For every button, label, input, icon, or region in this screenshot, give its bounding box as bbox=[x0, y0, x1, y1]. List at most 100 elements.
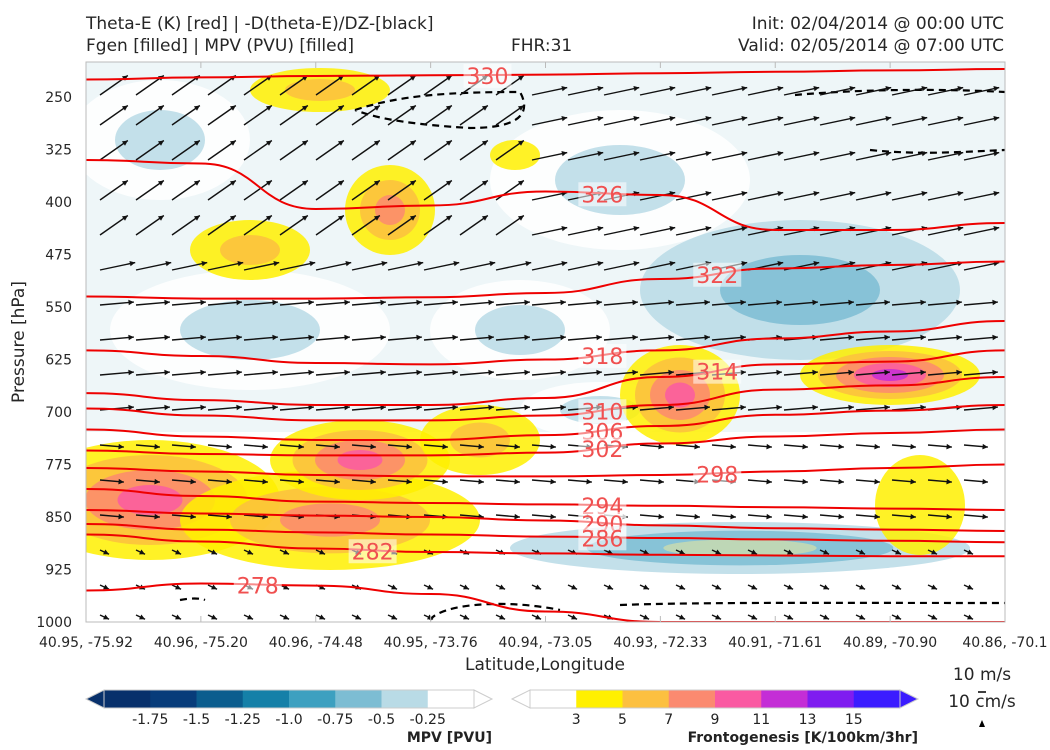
wind-vector-head bbox=[200, 334, 206, 341]
wind-vector-head bbox=[427, 614, 434, 620]
wind-vector-head bbox=[445, 105, 452, 111]
wind-vector-head bbox=[164, 299, 170, 306]
wind-vector bbox=[351, 139, 381, 161]
wind-vector-head bbox=[416, 299, 422, 306]
wind-vector bbox=[459, 336, 494, 341]
wind-vector-head bbox=[121, 180, 128, 186]
wind-vector bbox=[747, 191, 784, 201]
wind-vector-head bbox=[319, 584, 326, 590]
wind-vector-head bbox=[337, 215, 344, 221]
wind-key: 10 m/s 10 cm/s bbox=[948, 665, 1016, 727]
wind-vector-head bbox=[427, 584, 434, 590]
wind-vector-head bbox=[740, 299, 746, 306]
wind-vector bbox=[639, 371, 674, 376]
wind-vector bbox=[351, 214, 381, 236]
wind-vector-head bbox=[669, 225, 676, 232]
wind-vector-head bbox=[416, 369, 422, 376]
init-time: Init: 02/04/2014 @ 00:00 UTC bbox=[751, 14, 1004, 34]
wind-vector-head bbox=[704, 299, 710, 306]
wind-vector bbox=[243, 406, 278, 411]
field-shade bbox=[180, 300, 320, 360]
wind-vector bbox=[603, 86, 640, 96]
wind-vector bbox=[387, 371, 422, 376]
wind-vector bbox=[495, 104, 525, 126]
wind-vector bbox=[423, 261, 460, 271]
wind-vector-head bbox=[391, 584, 398, 590]
theta-e-contour bbox=[86, 404, 1005, 441]
wind-vector-head bbox=[190, 478, 196, 485]
wind-vector-head bbox=[121, 215, 128, 221]
wind-vector bbox=[351, 406, 386, 411]
wind-vector-head bbox=[247, 549, 254, 555]
wind-vector-head bbox=[481, 180, 488, 186]
wind-vector-head bbox=[193, 180, 200, 186]
x-tick-label: 40.86, -70.1 bbox=[962, 635, 1047, 651]
wind-vector-head bbox=[895, 614, 902, 620]
wind-vector-head bbox=[812, 369, 818, 376]
wind-vector bbox=[243, 261, 280, 271]
colorbar-segment bbox=[807, 690, 855, 708]
wind-vector-head bbox=[380, 369, 386, 376]
colorbar-segment bbox=[761, 690, 808, 708]
wind-vector-head bbox=[381, 260, 388, 267]
wind-vector-head bbox=[417, 260, 424, 267]
wind-vector bbox=[99, 214, 129, 236]
wind-vector-head bbox=[298, 443, 304, 450]
wind-vector bbox=[171, 301, 206, 306]
wind-vector-head bbox=[884, 299, 890, 306]
colorbar-tick-label: -1.25 bbox=[225, 712, 261, 728]
wind-vector-head bbox=[967, 614, 974, 620]
wind-vector-head bbox=[452, 299, 458, 306]
wind-vector-head bbox=[524, 404, 530, 411]
wind-vector-head bbox=[596, 334, 602, 341]
wind-vector-head bbox=[740, 369, 746, 376]
wind-vector-head bbox=[301, 215, 308, 221]
wind-vector-head bbox=[802, 513, 808, 520]
wind-vector-head bbox=[193, 215, 200, 221]
wind-vector bbox=[855, 301, 890, 306]
wind-vector bbox=[351, 336, 386, 341]
wind-vector bbox=[207, 406, 242, 411]
wind-vector-head bbox=[345, 260, 352, 267]
wind-vector bbox=[819, 151, 856, 161]
wind-vector bbox=[279, 406, 314, 411]
wind-vector-head bbox=[409, 105, 416, 111]
y-tick-label: 550 bbox=[45, 300, 72, 316]
wind-vector bbox=[711, 86, 748, 96]
wind-vector-head bbox=[481, 105, 488, 111]
y-axis-label: Pressure [hPa] bbox=[9, 281, 29, 403]
wind-vector bbox=[711, 406, 746, 411]
wind-vector bbox=[243, 139, 273, 161]
wind-vector-head bbox=[157, 180, 164, 186]
wind-vector-head bbox=[488, 404, 494, 411]
wind-vector-head bbox=[597, 85, 604, 92]
colorbar-tick-label: 11 bbox=[752, 712, 770, 728]
wind-vector-head bbox=[560, 334, 566, 341]
wind-vector bbox=[747, 406, 782, 411]
wind-vector bbox=[567, 116, 604, 126]
wind-vector bbox=[963, 371, 998, 376]
wind-vector bbox=[963, 406, 998, 411]
wind-vector-head bbox=[370, 478, 376, 485]
wind-vector bbox=[567, 371, 602, 376]
wind-vector-head bbox=[373, 75, 380, 81]
wind-vector-head bbox=[488, 369, 494, 376]
wind-vector bbox=[495, 336, 530, 341]
wind-vector bbox=[171, 179, 201, 201]
wind-vector-head bbox=[200, 299, 206, 306]
wind-vector bbox=[819, 301, 854, 306]
wind-vector bbox=[351, 371, 386, 376]
wind-vector-head bbox=[632, 299, 638, 306]
wind-vector-head bbox=[121, 105, 128, 111]
fgen-colorbar: 3 5 7 9 11 13 15 Frontogenesis [K/100km/3hr] bbox=[510, 689, 920, 746]
colorbar-segment bbox=[715, 690, 762, 708]
theta-e-label-bg bbox=[693, 462, 742, 487]
wind-vector-head bbox=[633, 225, 640, 232]
wind-vector bbox=[207, 371, 242, 376]
colorbar-arrow bbox=[510, 689, 531, 709]
wind-vector-head bbox=[103, 584, 110, 590]
title-line-1: Theta-E (K) [red] | -D(theta-E)/DZ-[blac… bbox=[86, 14, 434, 34]
wind-vector-head bbox=[931, 584, 938, 590]
wind-vector bbox=[351, 261, 388, 271]
y-tick-label: 400 bbox=[45, 195, 72, 211]
